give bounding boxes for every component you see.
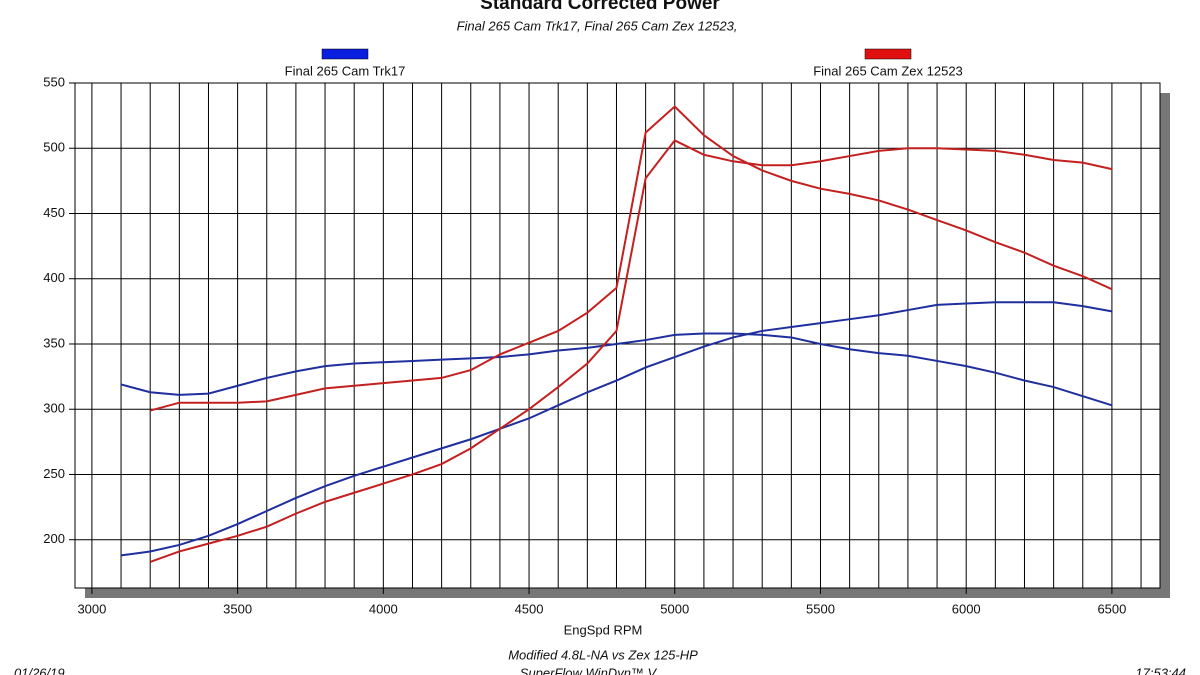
x-tick-label: 5500: [806, 601, 835, 616]
y-tick-label: 300: [43, 401, 65, 416]
y-tick-label: 550: [43, 74, 65, 89]
y-tick-label: 250: [43, 466, 65, 481]
series-line: [120, 332, 1113, 407]
series-line: [149, 139, 1113, 563]
legend-label: Final 265 Cam Zex 12523: [813, 63, 963, 78]
x-tick-label: 3500: [223, 601, 252, 616]
y-tick-label: 400: [43, 270, 65, 285]
footer: Modified 4.8L-NA vs Zex 125-HP: [508, 647, 698, 662]
series-line: [120, 301, 1113, 557]
x-axis-label: EngSpd RPM: [564, 622, 643, 637]
x-tick-label: 4500: [515, 601, 544, 616]
x-tick-label: 6500: [1097, 601, 1126, 616]
plot-shadow: [1160, 93, 1170, 598]
legend-swatch: [864, 48, 912, 60]
legend-label: Final 265 Cam Trk17: [285, 63, 406, 78]
x-tick-label: 6000: [952, 601, 981, 616]
legend-swatch: [321, 48, 369, 60]
y-tick-label: 350: [43, 335, 65, 350]
time: 17:53:44: [1135, 665, 1186, 675]
date: 01/26/19: [14, 665, 65, 675]
footer-2: SuperFlow WinDyn™ V: [520, 665, 658, 675]
y-tick-label: 450: [43, 205, 65, 220]
series-line: [149, 105, 1113, 412]
x-tick-label: 4000: [369, 601, 398, 616]
plot-shadow: [85, 588, 1170, 598]
y-tick-label: 500: [43, 140, 65, 155]
plot-area: [74, 82, 1161, 589]
x-tick-label: 3000: [77, 601, 106, 616]
chart-title: Standard Corrected Power: [480, 0, 720, 14]
chart-subtitle: Final 265 Cam Trk17, Final 265 Cam Zex 1…: [457, 18, 738, 33]
y-tick-label: 200: [43, 531, 65, 546]
x-tick-label: 5000: [660, 601, 689, 616]
